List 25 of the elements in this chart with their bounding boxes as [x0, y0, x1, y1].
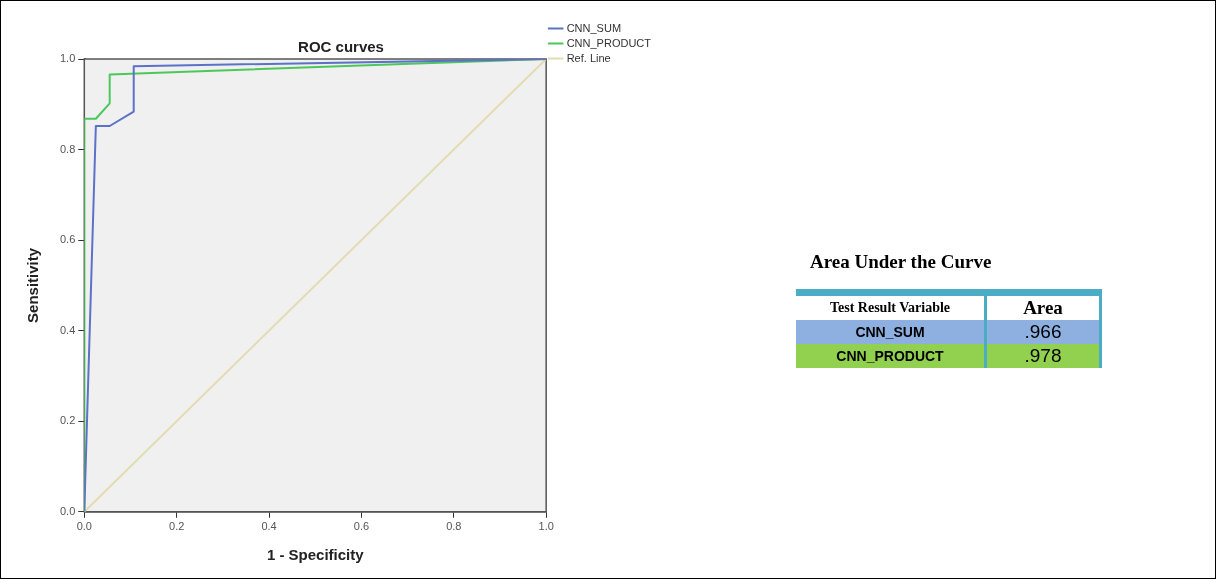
x-tick-label: 0.6: [353, 520, 370, 533]
y-tick-label: 0.6: [59, 233, 76, 246]
x-axis-title: 1 - Specificity: [266, 546, 365, 564]
y-tick-label: 0.0: [59, 504, 76, 517]
text: Area Under the Curve: [810, 251, 993, 273]
x-tick-label: 0.4: [261, 520, 277, 533]
text: .966: [1024, 321, 1062, 342]
text: Area: [985, 292, 1101, 320]
legend-label: CNN_SUM: [566, 21, 622, 34]
x-tick-label: 0.0: [76, 520, 92, 533]
text: .978: [1024, 345, 1062, 366]
category-label: CNN_PRODUCT: [796, 344, 986, 368]
y-tick-label: 0.2: [59, 414, 76, 427]
x-tick-label: 1.0: [538, 520, 554, 533]
y-tick-label: 1.0: [59, 52, 76, 65]
legend-label: Ref. Line: [566, 51, 611, 64]
y-tick-label: 0.8: [59, 142, 76, 155]
y-axis-title: Sensitivity: [24, 247, 42, 323]
chart-title: ROC curves: [298, 38, 384, 56]
x-tick-label: 0.8: [446, 520, 462, 533]
y-tick-label: 0.4: [59, 323, 76, 336]
x-tick-label: 0.2: [169, 520, 185, 533]
text: Test Result Variable: [796, 292, 986, 320]
legend-label: CNN_PRODUCT: [566, 36, 652, 49]
category-label: CNN_SUM: [796, 320, 986, 344]
